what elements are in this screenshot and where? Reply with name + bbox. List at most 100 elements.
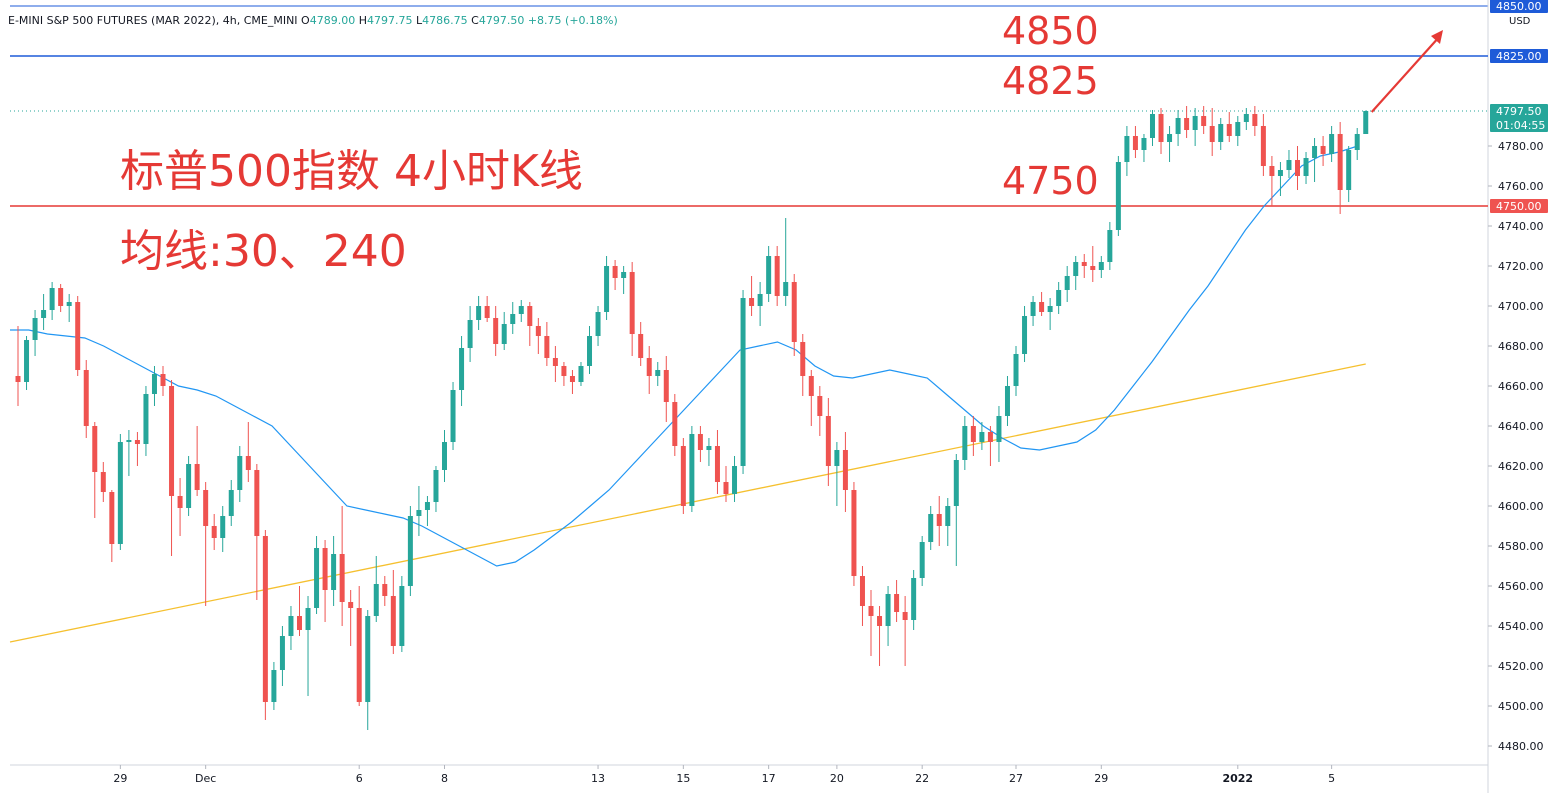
x-tick-label: 27 — [1009, 772, 1023, 785]
candle-body — [160, 374, 166, 386]
y-tick-label: 4720.00 — [1498, 260, 1544, 273]
candle-body — [1363, 111, 1369, 134]
high-value: 4797.75 — [367, 14, 413, 27]
candle-body — [1201, 116, 1207, 126]
candle-body — [169, 386, 175, 496]
y-tick-label: 4560.00 — [1498, 580, 1544, 593]
candle-body — [407, 516, 413, 586]
countdown-label: 01:04:55 — [1496, 119, 1545, 132]
candle-body — [1167, 134, 1173, 142]
price-label-text: 4850.00 — [1496, 0, 1542, 13]
candle-body — [467, 320, 473, 348]
candle-body — [424, 502, 430, 510]
candle-body — [791, 282, 797, 342]
candle-body — [1337, 134, 1343, 190]
candle-body — [1158, 114, 1164, 142]
candle-body — [919, 542, 925, 578]
y-tick-label: 4700.00 — [1498, 300, 1544, 313]
candle-body — [15, 376, 21, 382]
candle-body — [1243, 114, 1249, 122]
candle-body — [740, 298, 746, 466]
candle-body — [757, 294, 763, 306]
candle-body — [979, 432, 985, 442]
candle-body — [928, 514, 934, 542]
candle-body — [834, 450, 840, 466]
candle-body — [902, 612, 908, 620]
candle-body — [996, 416, 1002, 442]
ma30-line — [10, 145, 1358, 567]
candle-body — [1226, 124, 1232, 136]
annotation-4850: 4850 — [1002, 9, 1099, 53]
y-tick-label: 4740.00 — [1498, 220, 1544, 233]
candle-body — [442, 442, 447, 470]
candle-body — [228, 490, 234, 516]
x-tick-label: 6 — [356, 772, 363, 785]
candle-body — [305, 608, 311, 630]
candle-body — [604, 266, 610, 312]
candle-body — [194, 464, 200, 490]
candle-body — [962, 426, 968, 460]
candle-body — [49, 288, 55, 310]
candle-body — [314, 548, 320, 608]
y-tick-label: 4760.00 — [1498, 180, 1544, 193]
candle-body — [859, 576, 865, 606]
candle-body — [1064, 276, 1070, 290]
candle-body — [1013, 354, 1019, 386]
candle-body — [510, 314, 516, 324]
candle-body — [1277, 170, 1283, 176]
currency-label[interactable]: USD — [1509, 16, 1531, 27]
ma240-line — [9, 363, 1366, 643]
candle-body — [953, 460, 959, 506]
candle-body — [706, 446, 712, 450]
x-tick-label: 5 — [1328, 772, 1335, 785]
candle-body — [1175, 118, 1181, 134]
candle-body — [1132, 136, 1138, 150]
candle-body — [527, 306, 533, 326]
close-value: 4797.50 — [478, 14, 525, 27]
candle-body — [578, 366, 584, 382]
candle-body — [296, 616, 302, 630]
low-value: 4786.75 — [422, 14, 468, 27]
candle-body — [220, 516, 226, 538]
candle-body — [399, 586, 405, 646]
candle-body — [126, 440, 132, 442]
candle-body — [1022, 316, 1028, 354]
candle-body — [32, 318, 38, 340]
candle-body — [569, 376, 575, 382]
candle-body — [851, 490, 857, 576]
y-tick-label: 4660.00 — [1498, 380, 1544, 393]
candle-body — [493, 318, 499, 344]
candle-body — [1098, 262, 1104, 270]
candle-body — [1269, 166, 1275, 176]
candle-body — [1107, 230, 1113, 262]
candle-body — [484, 306, 490, 318]
candle-body — [450, 390, 456, 442]
candle-body — [825, 416, 831, 466]
candle-body — [714, 446, 720, 482]
candle-body — [1192, 116, 1198, 130]
candle-body — [766, 256, 772, 294]
candle-body — [331, 554, 337, 590]
y-tick-label: 4640.00 — [1498, 420, 1544, 433]
candle-body — [279, 636, 285, 670]
x-tick-label: 17 — [762, 772, 776, 785]
x-tick-label: 29 — [1094, 772, 1108, 785]
candle-body — [561, 366, 567, 376]
candle-body — [75, 302, 81, 370]
candle-body — [723, 482, 729, 494]
price-label-text: 4750.00 — [1496, 200, 1542, 213]
candle-body — [271, 670, 277, 702]
open-label: O — [301, 14, 310, 27]
candle-body — [245, 456, 251, 470]
candle-body — [109, 492, 115, 544]
price-label-box — [1490, 49, 1548, 63]
candle-body — [552, 358, 558, 366]
candle-body — [186, 464, 192, 508]
candle-body — [348, 602, 354, 608]
candle-body — [535, 326, 541, 336]
x-tick-label: Dec — [195, 772, 216, 785]
candle-body — [134, 440, 140, 444]
candle-body — [416, 510, 422, 516]
candle-body — [476, 306, 482, 320]
